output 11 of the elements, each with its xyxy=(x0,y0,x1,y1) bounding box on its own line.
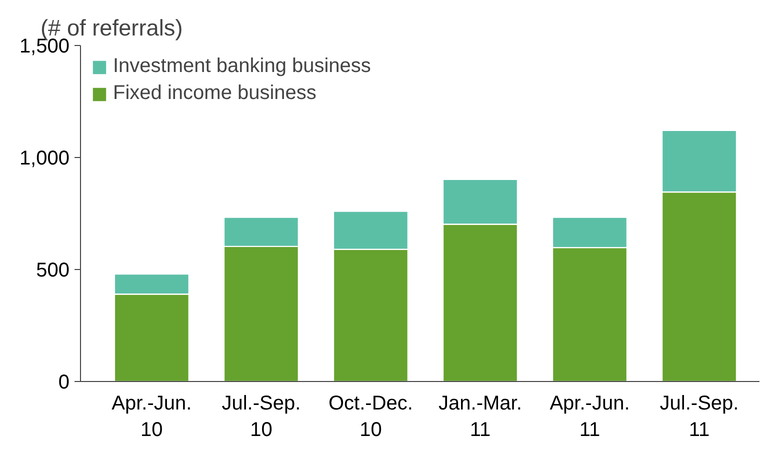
x-tick-label: Jul.-Sep. 10 xyxy=(222,392,301,441)
y-tick-label: 1,000 xyxy=(19,148,70,170)
x-tick-label: Jan.-Mar. 11 xyxy=(438,392,522,441)
legend-label: Fixed income business xyxy=(113,82,316,105)
x-tick-label: Apr.-Jun. 10 xyxy=(112,392,192,441)
legend-label: Investment banking business xyxy=(113,55,371,78)
x-tick-label: Apr.-Jun. 11 xyxy=(550,392,630,441)
x-tick-label: Oct.-Dec. 10 xyxy=(328,392,413,441)
x-tick-label: Jul.-Sep. 11 xyxy=(660,392,739,441)
y-tick-label: 0 xyxy=(58,372,70,394)
y-tick-label: 500 xyxy=(36,260,70,282)
